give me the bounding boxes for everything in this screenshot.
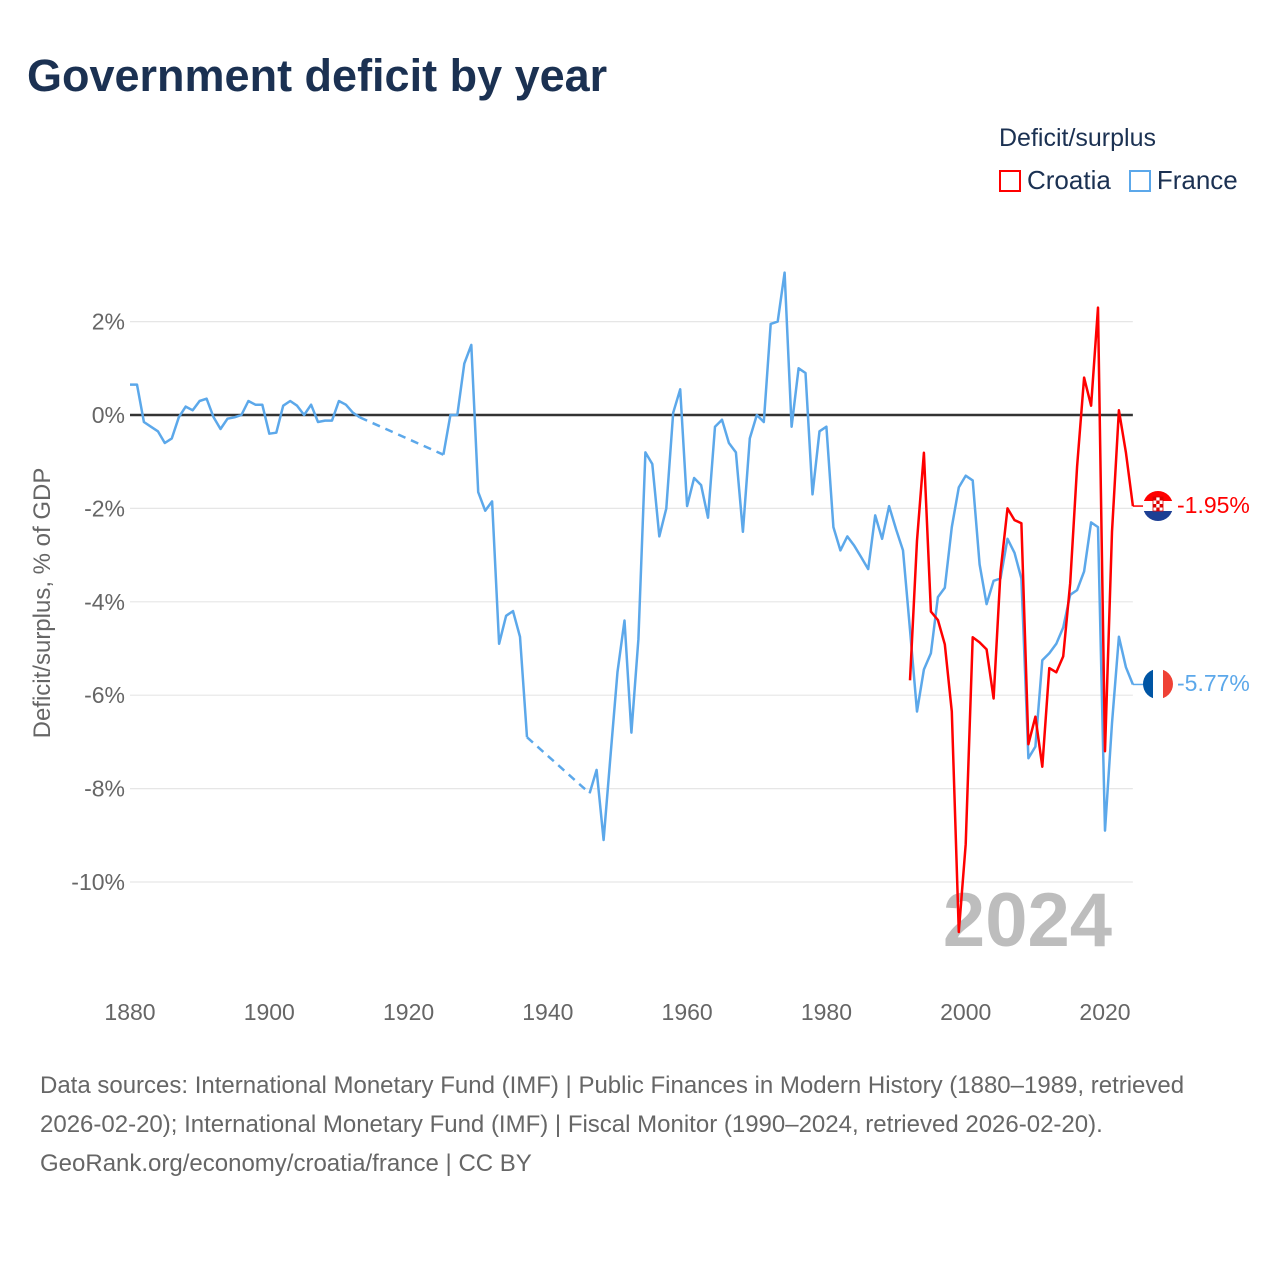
x-tick-label: 1940 [522, 999, 573, 1025]
legend-item-croatia[interactable]: Croatia [999, 165, 1111, 196]
footer: Data sources: International Monetary Fun… [40, 1066, 1240, 1183]
france-series-line [130, 271, 1135, 842]
y-tick-label: 0% [92, 402, 125, 428]
y-tick-label: 2% [92, 309, 125, 335]
y-tick-label: -2% [84, 495, 125, 521]
x-tick-label: 1920 [383, 999, 434, 1025]
x-tick-label: 1880 [104, 999, 155, 1025]
legend-swatch-croatia [999, 169, 1021, 192]
croatia-flag-icon [1143, 491, 1173, 521]
y-axis-label: Deficit/surplus, % of GDP [29, 468, 56, 739]
legend-swatch-france [1128, 169, 1151, 192]
credit-link[interactable]: GeoRank.org/economy/croatia/france | CC … [40, 1150, 532, 1177]
legend-item-france[interactable]: France [1128, 165, 1238, 196]
legend: Deficit/surplus Croatia France [999, 124, 1238, 196]
chart-title: Government deficit by year [27, 50, 608, 101]
croatia-end-label: -1.95% [1177, 492, 1250, 518]
croatia-series-line [908, 306, 1135, 934]
x-tick-label: 2020 [1079, 999, 1130, 1025]
y-tick-label: -6% [84, 682, 125, 708]
y-tick-label: -8% [84, 776, 125, 802]
legend-label-france: France [1156, 165, 1238, 195]
france-gap-line [359, 416, 591, 795]
data-sources: Data sources: International Monetary Fun… [40, 1072, 1185, 1138]
x-tick-label: 2000 [940, 999, 991, 1025]
year-watermark: 2024 [943, 878, 1112, 963]
legend-title: Deficit/surplus [999, 124, 1156, 152]
x-tick-label: 1900 [244, 999, 295, 1025]
x-tick-label: 1980 [801, 999, 852, 1025]
france-flag-icon [1143, 669, 1173, 699]
legend-label-croatia: Croatia [1027, 165, 1111, 195]
y-tick-label: -10% [71, 869, 125, 895]
x-tick-label: 1960 [662, 999, 713, 1025]
y-tick-label: -4% [84, 589, 125, 615]
france-end-label: -5.77% [1177, 670, 1250, 696]
